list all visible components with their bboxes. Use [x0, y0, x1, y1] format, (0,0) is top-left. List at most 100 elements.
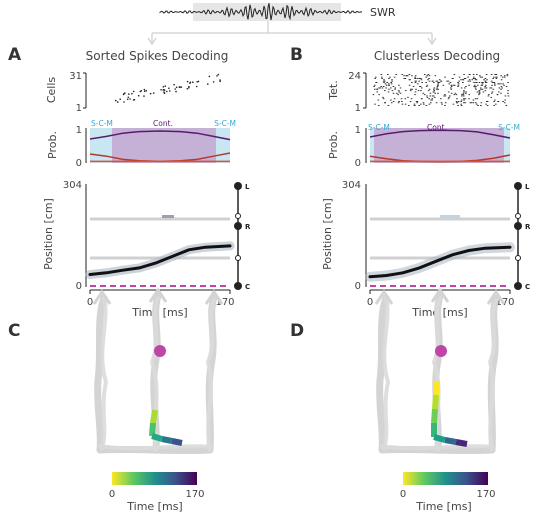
- spike: [382, 98, 385, 100]
- prob-a-continuous-line: [89, 130, 231, 141]
- spike: [382, 96, 384, 98]
- position-a-xtick-end: 170: [215, 297, 234, 308]
- spike: [435, 80, 438, 82]
- spike: [196, 81, 198, 83]
- panel-c: C 0 170 Time [ms]: [8, 290, 222, 513]
- spike: [463, 99, 465, 101]
- spike: [503, 76, 506, 78]
- spike: [406, 75, 409, 77]
- spike: [444, 94, 446, 96]
- spike: [494, 74, 496, 75]
- spike: [217, 73, 220, 76]
- spike: [168, 87, 170, 89]
- spike: [484, 90, 487, 92]
- spike: [427, 90, 430, 92]
- spike: [401, 74, 404, 75]
- spike: [479, 76, 482, 78]
- spike: [414, 82, 417, 83]
- spike: [428, 98, 430, 100]
- spike: [372, 94, 375, 96]
- spike: [440, 102, 443, 104]
- spike: [444, 102, 447, 104]
- spike: [423, 103, 425, 105]
- spike: [427, 74, 430, 75]
- spike: [484, 87, 486, 89]
- spike: [424, 74, 426, 75]
- spike: [188, 85, 190, 88]
- spike: [461, 95, 463, 97]
- spike: [479, 75, 481, 77]
- spike: [451, 78, 454, 79]
- spike: [416, 101, 419, 102]
- spike: [505, 105, 508, 106]
- prob-a-label-cont: Cont.: [153, 119, 173, 128]
- spike: [503, 102, 506, 104]
- spike: [437, 82, 439, 83]
- maze-outline: [376, 290, 504, 451]
- spike: [494, 99, 496, 101]
- spike: [500, 75, 502, 77]
- spike: [487, 95, 490, 97]
- spike: [390, 83, 393, 85]
- track-node-open: [235, 213, 241, 219]
- spike: [208, 75, 211, 78]
- spike: [426, 75, 428, 77]
- spike: [460, 101, 462, 102]
- spike: [433, 96, 436, 98]
- spike: [505, 86, 508, 87]
- spike: [126, 98, 129, 101]
- spike: [425, 86, 428, 87]
- spike: [477, 105, 479, 106]
- spike: [411, 88, 414, 90]
- prob-a-ylabel: Prob.: [46, 131, 59, 159]
- spike: [417, 83, 419, 85]
- spike: [376, 88, 378, 90]
- spike: [469, 102, 472, 104]
- spike: [152, 92, 155, 94]
- spike: [438, 79, 441, 81]
- posterior-a-blip: [162, 215, 174, 218]
- trajectory-segment: [151, 433, 163, 442]
- prob-a-ytick-bottom: 0: [76, 158, 82, 169]
- spike: [186, 88, 189, 90]
- spike: [463, 102, 465, 104]
- trajectory-segment: [433, 380, 440, 396]
- spike: [397, 90, 400, 92]
- spike: [381, 78, 383, 79]
- spike: [498, 87, 501, 89]
- spike: [394, 87, 397, 89]
- spike: [456, 98, 458, 100]
- spike: [391, 90, 394, 92]
- panel-letter-d: D: [290, 321, 304, 341]
- trajectory-segment: [444, 437, 457, 445]
- spike: [160, 89, 162, 91]
- spike: [490, 74, 493, 75]
- swr-header: SWR: [147, 3, 437, 46]
- spike: [457, 101, 460, 102]
- spike: [400, 98, 403, 100]
- spike: [403, 78, 406, 79]
- spike: [416, 102, 418, 104]
- spike: [436, 86, 439, 87]
- position-a: Position [cm] 304 0 0 170 Time [ms]: [42, 180, 251, 319]
- spike: [495, 74, 498, 75]
- raster-a-ytick-top: 31: [69, 71, 82, 82]
- spike: [472, 102, 475, 104]
- spike: [465, 92, 467, 94]
- decoded-trajectory-c: [149, 409, 183, 446]
- spike: [430, 102, 432, 104]
- position-b-ytick-top: 304: [342, 180, 361, 191]
- panel-letter-b: B: [290, 45, 303, 65]
- spike: [428, 88, 431, 90]
- spike: [420, 103, 422, 105]
- prob-b-label-scm-left: S-C-M: [368, 123, 390, 132]
- spike: [432, 95, 435, 97]
- spike: [428, 80, 431, 82]
- spike: [470, 102, 473, 104]
- spike: [393, 76, 396, 78]
- spike: [207, 83, 209, 85]
- spike: [471, 79, 474, 81]
- spike: [384, 80, 386, 82]
- spike: [474, 78, 476, 79]
- swr-connector: [151, 21, 433, 42]
